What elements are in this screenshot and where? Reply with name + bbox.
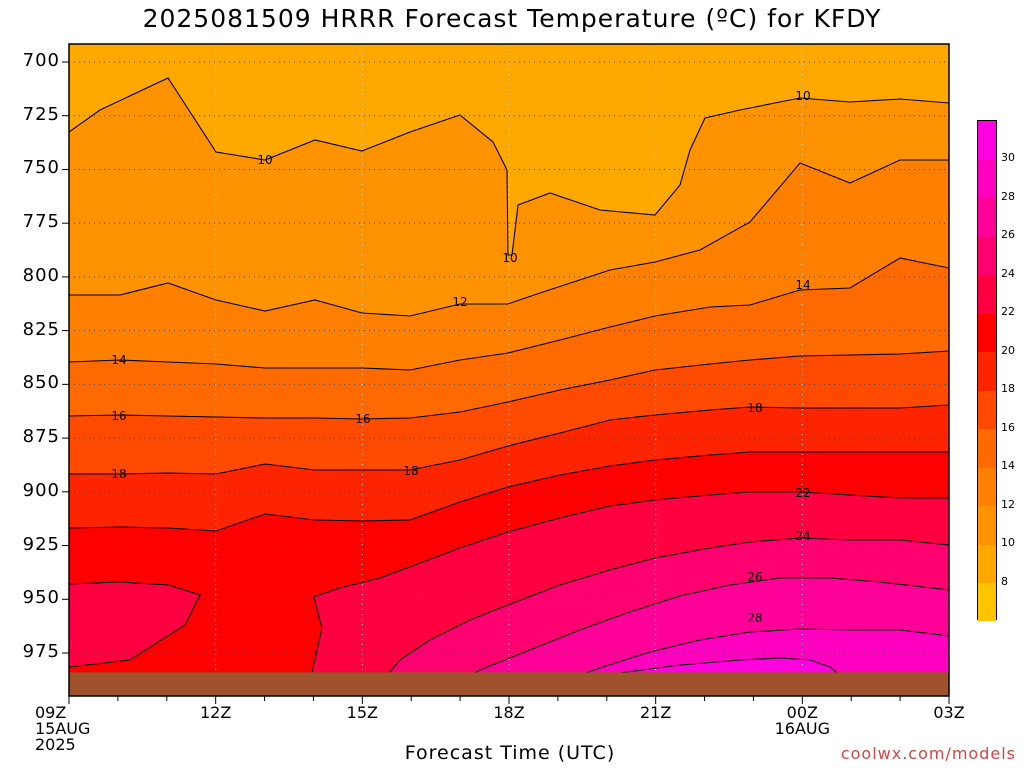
y-tick-label: 750	[22, 157, 60, 179]
colorbar-swatch	[978, 274, 996, 314]
colorbar-label: 30	[1001, 151, 1015, 165]
colorbar-label: 20	[1001, 343, 1015, 357]
colorbar-label: 14	[1001, 459, 1015, 473]
colorbar-swatch	[978, 505, 996, 545]
y-tick-label: 925	[22, 533, 60, 555]
x-tick-label-line: 21Z	[639, 703, 672, 722]
contour-labels: 10 10 10 12 14 14 16 16 18 18 18 22 24 26 28	[111, 89, 810, 625]
x-tick-label-line: 03Z	[933, 703, 965, 722]
x-tick-label-line: 16AUG	[774, 719, 831, 738]
colorbar	[977, 120, 997, 622]
y-tick-label: 975	[22, 641, 60, 662]
colorbar-label: 12	[1001, 497, 1015, 511]
y-tick-label: 950	[22, 587, 60, 609]
contour-label-16: 16	[355, 412, 370, 426]
colorbar-label: 8	[1001, 574, 1008, 588]
x-tick-label: 00Z 16AUG	[762, 705, 842, 737]
y-tick-label: 725	[22, 103, 60, 125]
axis-ticks	[62, 61, 950, 704]
x-tick-label-line: 09Z	[35, 703, 67, 722]
x-tick-label-line: 15Z	[346, 703, 378, 722]
colorbar-swatch	[978, 428, 996, 468]
colorbar-label: 16	[1001, 420, 1015, 434]
contour-label-14: 14	[111, 353, 126, 367]
contour-line-20	[69, 451, 949, 532]
x-tick-label: 15Z	[322, 705, 402, 721]
colorbar-swatch	[978, 236, 996, 276]
y-tick-label: 900	[22, 479, 60, 501]
colorbar-label: 24	[1001, 266, 1015, 280]
colorbar-swatch	[978, 390, 996, 430]
colorbar-label: 10	[1001, 536, 1015, 550]
contour-line-22	[69, 491, 949, 685]
y-tick-label: 850	[22, 372, 60, 394]
contour-label-18: 18	[747, 401, 762, 415]
colorbar-label: 22	[1001, 305, 1015, 319]
x-tick-label-line: 00Z	[786, 703, 818, 722]
colorbar-swatch	[978, 159, 996, 199]
x-tick-label-line: 2025	[35, 735, 76, 754]
colorbar-swatch	[978, 197, 996, 237]
contour-line-30	[569, 657, 851, 685]
x-tick-label-line: 18Z	[493, 703, 525, 722]
contour-label-26: 26	[747, 570, 762, 584]
x-tick-label: 21Z	[616, 705, 696, 721]
x-tick-label: 03Z	[909, 705, 989, 721]
x-tick-label: 18Z	[469, 705, 549, 721]
colorbar-label: 28	[1001, 189, 1015, 203]
contour-lines	[69, 77, 949, 685]
colorbar-swatch	[978, 313, 996, 353]
contour-line-24	[379, 537, 949, 685]
contour-label-22: 22	[795, 486, 810, 500]
x-tick-label: 09Z 15AUG 2025	[35, 705, 115, 753]
contour-label-12: 12	[452, 295, 467, 309]
source-credit: coolwx.com/models	[840, 744, 1016, 763]
colorbar-swatch	[978, 582, 996, 622]
x-tick-label-line: 15AUG	[35, 719, 91, 738]
chart-title: 2025081509 HRRR Forecast Temperature (ºC…	[142, 4, 882, 33]
colorbar-swatch	[978, 351, 996, 391]
y-tick-label: 800	[22, 264, 60, 286]
contour-label-28: 28	[747, 611, 762, 625]
contour-label-10: 10	[502, 251, 517, 265]
colorbar-swatch	[978, 467, 996, 507]
y-tick-label: 700	[22, 50, 60, 71]
y-tick-label: 775	[22, 211, 60, 233]
x-axis-label: Forecast Time (UTC)	[404, 742, 616, 764]
y-tick-label: 825	[22, 318, 60, 340]
contour-label-10: 10	[795, 89, 810, 103]
y-tick-label: 875	[22, 426, 60, 448]
contour-label-14: 14	[795, 278, 810, 292]
colorbar-swatch	[978, 544, 996, 584]
contour-line-14	[69, 257, 949, 371]
contour-line-18	[69, 404, 949, 475]
contour-label-18: 18	[111, 467, 126, 481]
contour-label-24: 24	[795, 529, 810, 543]
colorbar-label: 26	[1001, 228, 1015, 242]
ground-surface	[69, 672, 949, 696]
contour-label-18: 18	[403, 464, 418, 478]
contour-label-16: 16	[111, 409, 126, 423]
contour-line-16	[69, 350, 949, 420]
contour-line-28	[559, 628, 949, 683]
contour-line-10	[69, 77, 949, 256]
colorbar-label: 18	[1001, 382, 1015, 396]
x-tick-label-line: 12Z	[199, 703, 232, 722]
x-tick-label: 12Z	[176, 705, 256, 721]
contour-label-10: 10	[257, 153, 272, 167]
colorbar-swatch	[978, 121, 996, 160]
band-warm-pocket	[69, 582, 200, 667]
contour-line-26	[454, 577, 949, 685]
contour-line-12	[69, 159, 949, 317]
